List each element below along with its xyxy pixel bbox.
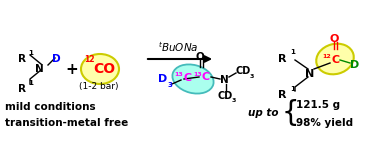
Text: R: R bbox=[18, 84, 26, 94]
Text: 98% yield: 98% yield bbox=[296, 118, 353, 128]
Text: D: D bbox=[158, 74, 167, 84]
Ellipse shape bbox=[81, 54, 119, 84]
Text: (1-2 bar): (1-2 bar) bbox=[79, 81, 118, 91]
Text: 13: 13 bbox=[174, 72, 183, 77]
Text: C: C bbox=[183, 73, 191, 83]
Text: R: R bbox=[18, 54, 26, 64]
Text: D: D bbox=[52, 54, 60, 64]
Text: R: R bbox=[278, 54, 287, 64]
Text: 3: 3 bbox=[168, 82, 173, 88]
Text: 1: 1 bbox=[28, 80, 33, 86]
Text: C: C bbox=[331, 55, 339, 65]
Text: {: { bbox=[282, 99, 300, 127]
Text: N: N bbox=[35, 64, 44, 74]
Text: O: O bbox=[196, 52, 205, 62]
Text: 13: 13 bbox=[193, 71, 202, 76]
Text: CD: CD bbox=[218, 91, 233, 101]
Text: 12: 12 bbox=[84, 56, 94, 65]
Text: 12: 12 bbox=[322, 54, 331, 59]
Ellipse shape bbox=[172, 64, 214, 94]
Text: $^{t}$BuONa: $^{t}$BuONa bbox=[158, 40, 198, 54]
Text: C: C bbox=[202, 72, 210, 82]
Text: O: O bbox=[330, 34, 339, 44]
Text: 121.5 g: 121.5 g bbox=[296, 100, 340, 110]
Ellipse shape bbox=[316, 44, 354, 74]
Text: D: D bbox=[350, 60, 359, 70]
Text: up to: up to bbox=[248, 108, 279, 118]
Text: CO: CO bbox=[93, 62, 115, 76]
Text: 3: 3 bbox=[250, 74, 254, 78]
Text: N: N bbox=[305, 69, 314, 79]
Text: +: + bbox=[66, 61, 78, 76]
Text: N: N bbox=[220, 75, 229, 85]
Text: 3: 3 bbox=[232, 98, 236, 103]
Text: 1: 1 bbox=[28, 50, 33, 56]
Text: 1: 1 bbox=[290, 86, 295, 92]
Text: CD: CD bbox=[236, 66, 251, 76]
Text: R: R bbox=[278, 90, 287, 100]
Text: 1: 1 bbox=[290, 49, 295, 55]
Text: mild conditions: mild conditions bbox=[5, 102, 96, 112]
Text: transition-metal free: transition-metal free bbox=[5, 118, 128, 128]
